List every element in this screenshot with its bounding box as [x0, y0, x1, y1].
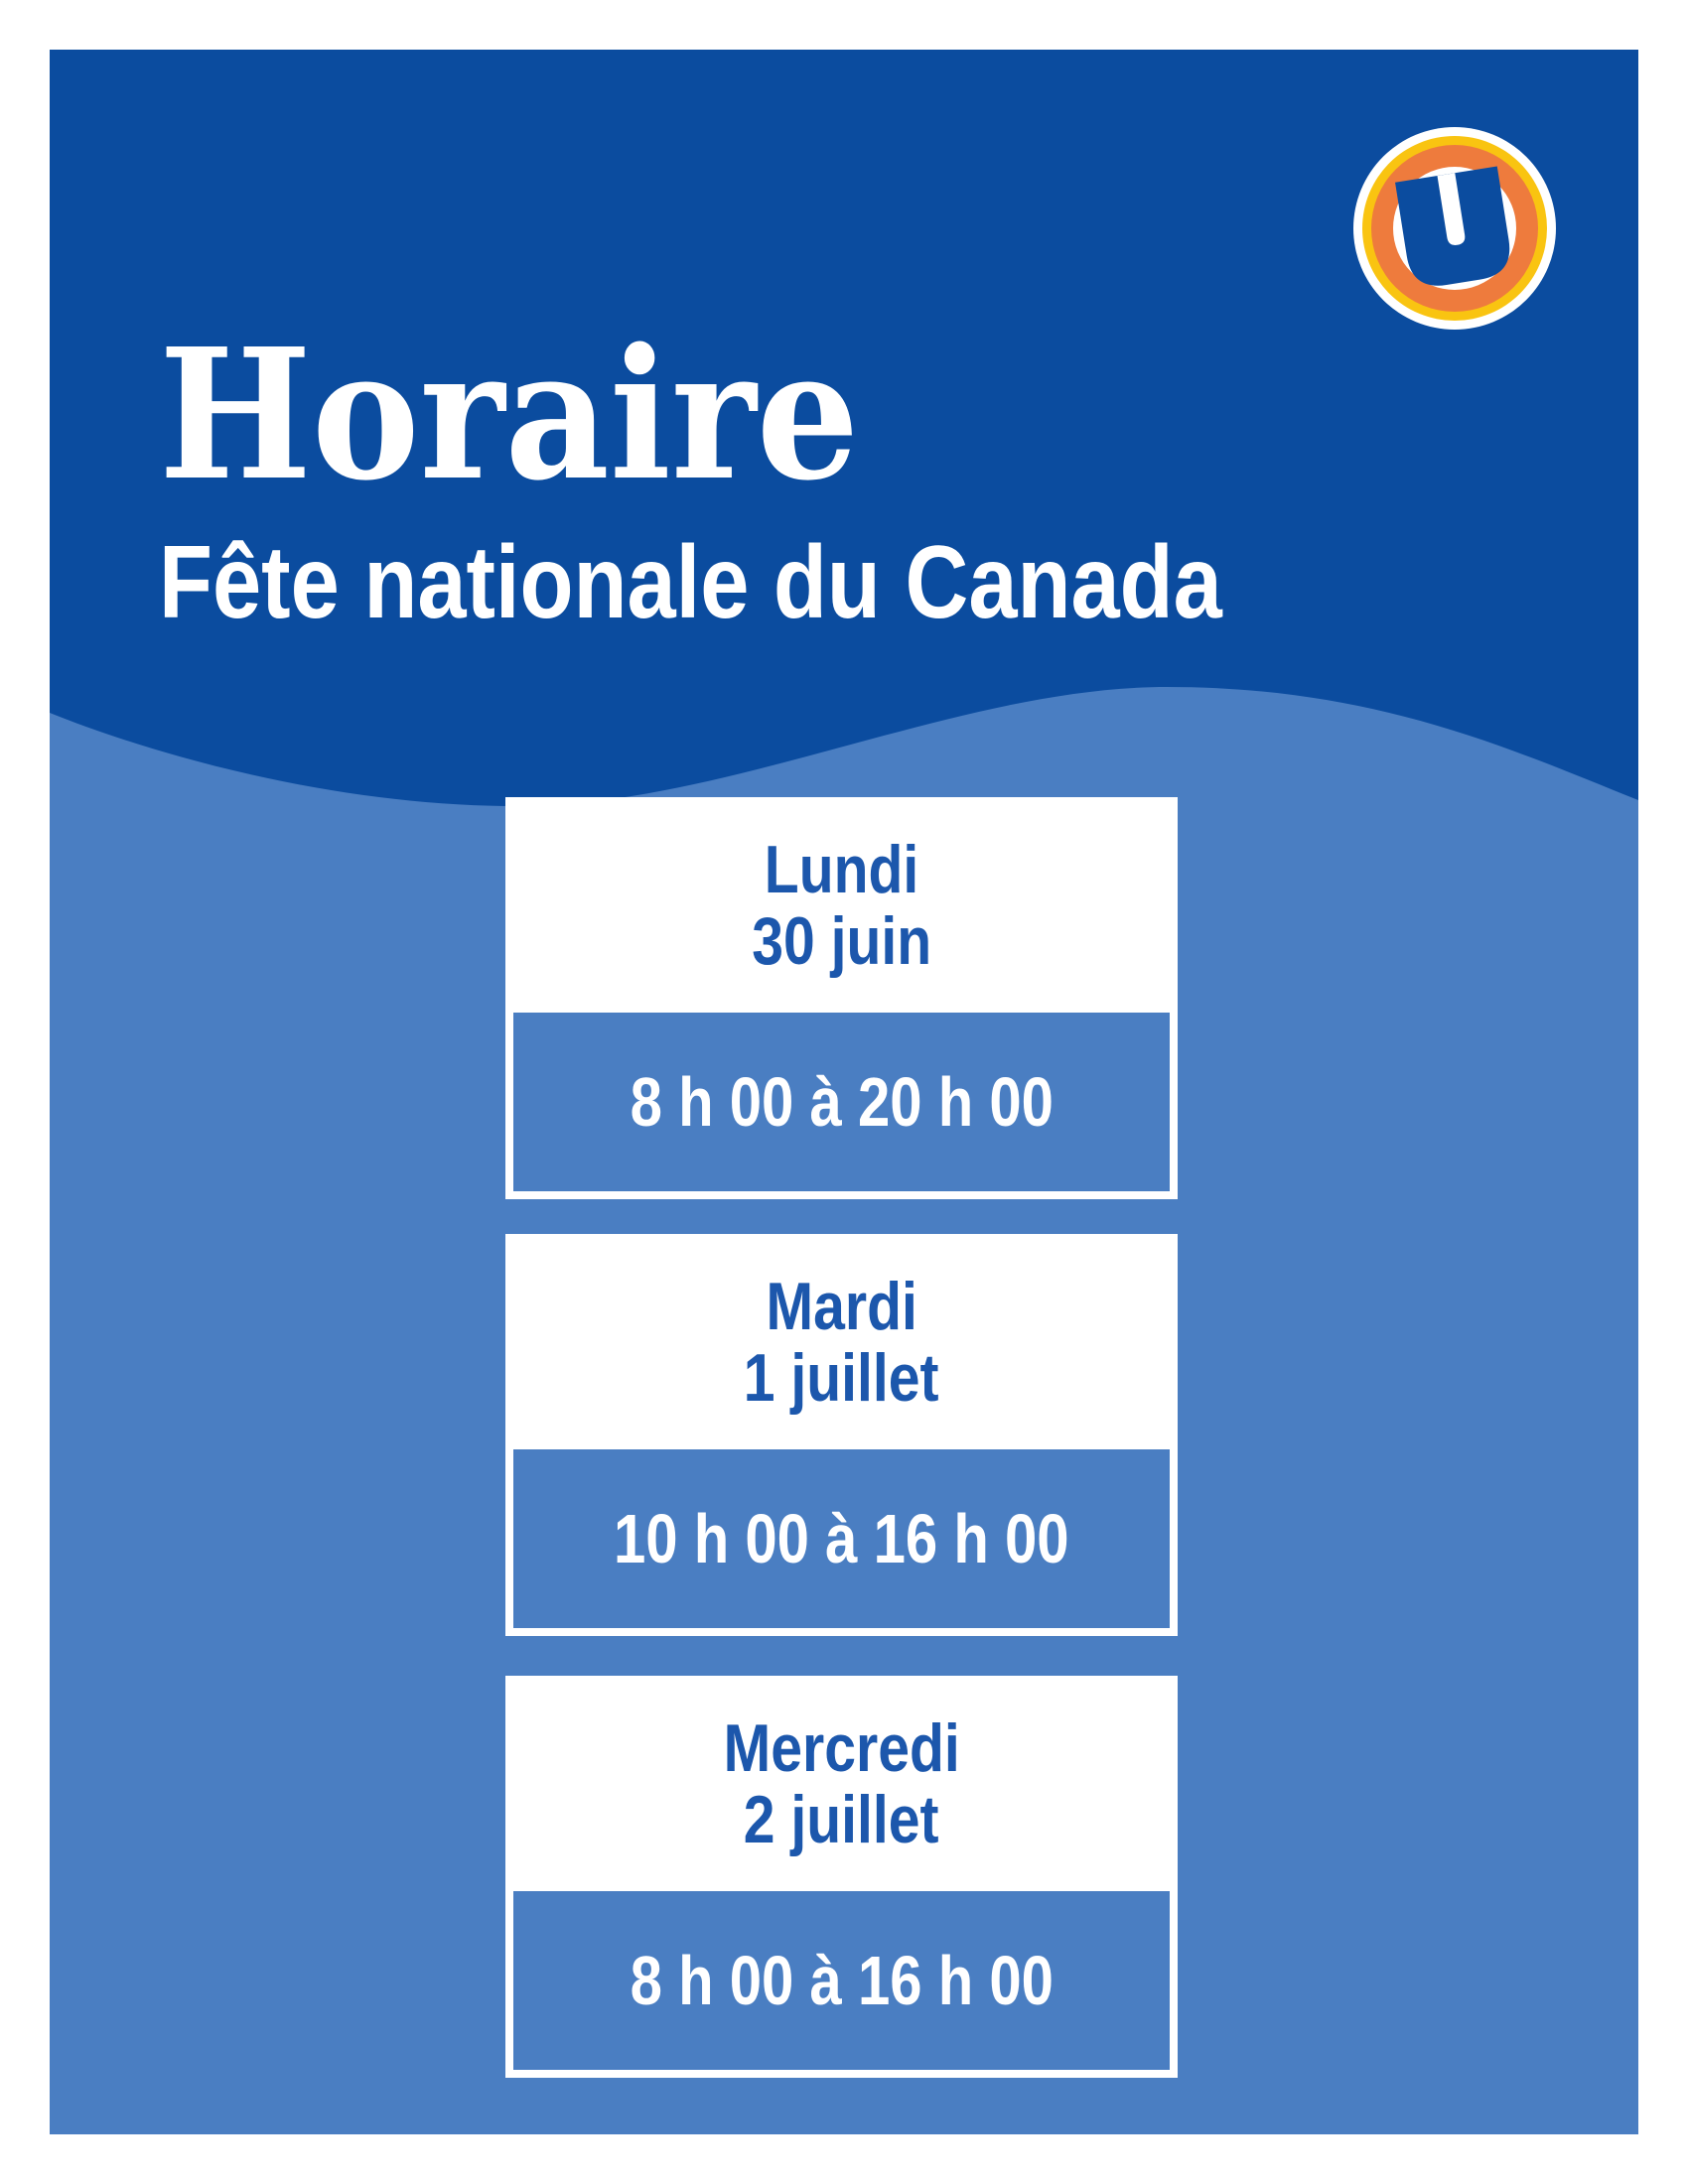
card-day-section: Mardi 1 juillet	[505, 1234, 1178, 1449]
card-hours-box: 10 h 00 à 16 h 00	[513, 1449, 1170, 1628]
schedule-card-wednesday: Mercredi 2 juillet 8 h 00 à 16 h 00	[505, 1676, 1178, 2078]
date-label: 30 juin	[752, 902, 931, 979]
schedule-card-tuesday: Mardi 1 juillet 10 h 00 à 16 h 00	[505, 1234, 1178, 1636]
hours-label: 8 h 00 à 16 h 00	[630, 1942, 1054, 2019]
day-label: Lundi	[764, 831, 919, 907]
day-label: Mercredi	[723, 1709, 960, 1786]
day-label: Mardi	[766, 1268, 917, 1344]
poster-content: Horaire Fête nationale du Canada Lundi 3…	[50, 50, 1638, 2134]
date-label: 2 juillet	[744, 1781, 939, 1857]
card-hours-box: 8 h 00 à 16 h 00	[513, 1891, 1170, 2070]
logo-letter-u	[1395, 166, 1510, 286]
card-day-section: Lundi 30 juin	[505, 797, 1178, 1013]
hours-label: 10 h 00 à 16 h 00	[614, 1500, 1069, 1577]
hours-label: 8 h 00 à 20 h 00	[630, 1063, 1054, 1141]
brand-logo	[1353, 127, 1556, 330]
card-day-section: Mercredi 2 juillet	[505, 1676, 1178, 1891]
date-label: 1 juillet	[744, 1339, 939, 1416]
page-title: Horaire	[159, 309, 860, 520]
card-hours-box: 8 h 00 à 20 h 00	[513, 1013, 1170, 1191]
header-wave-background	[50, 50, 1638, 806]
schedule-card-monday: Lundi 30 juin 8 h 00 à 20 h 00	[505, 797, 1178, 1199]
page-subtitle: Fête nationale du Canada	[159, 525, 1222, 640]
